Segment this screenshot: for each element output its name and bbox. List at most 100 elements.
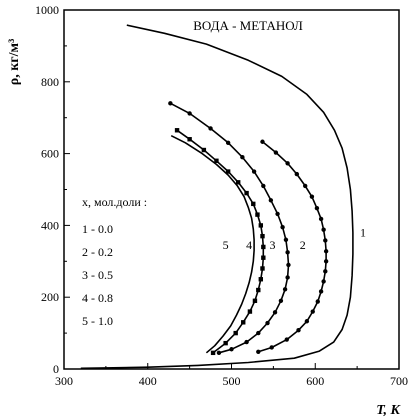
data-point [244,339,249,345]
legend-title: x, мол.доли : [82,195,147,209]
y-tick-label: 600 [41,147,59,161]
y-axis-label: ρ, кг/м³ [7,39,22,86]
data-point [275,211,280,217]
data-point [260,139,265,144]
data-point [208,126,213,131]
x-tick-label: 300 [55,374,73,388]
data-point [318,289,324,294]
data-point [310,309,315,314]
data-point [303,183,308,189]
y-tick-label: 800 [41,75,59,89]
data-point [268,198,274,203]
curve-label: 3 [270,238,276,252]
chart-title: ВОДА - МЕТАНОЛ [193,18,303,33]
legend-entry: 1 - 0.0 [82,222,113,236]
data-point [251,201,256,207]
data-point [258,277,264,282]
curve-label: 1 [360,226,366,240]
legend-entry: 4 - 0.8 [82,291,113,305]
data-point [296,328,301,333]
y-tick-label: 1000 [35,3,59,17]
data-point [282,287,288,292]
data-point [323,269,328,274]
data-point [255,212,260,217]
data-point [247,309,253,314]
data-point [251,169,257,174]
x-tick-label: 500 [223,374,241,388]
data-point [323,249,329,254]
data-point [233,330,238,336]
data-point [304,319,310,324]
data-point [225,140,231,146]
data-point [256,287,261,293]
data-point [223,340,228,346]
data-point [261,183,266,189]
plot-frame [63,9,400,370]
data-point [260,233,265,239]
data-point [229,347,234,352]
series-line-4 [176,129,265,354]
data-point [273,150,279,155]
curve-label: 2 [300,238,306,252]
data-point [252,298,258,303]
data-point [284,337,289,342]
data-point [294,171,300,177]
data-point [285,275,290,280]
axis-ticks: 300 400 500 600 700 0 200 400 600 800 1000 [35,3,408,388]
series-line-2 [258,141,327,353]
data-point [256,349,261,354]
data-point [280,224,285,230]
data-point [256,330,261,336]
legend: x, мол.доли : 1 - 0.0 2 - 0.2 3 - 0.5 4 … [82,195,147,328]
series-line-5 [170,134,255,354]
y-tick-label: 0 [53,362,59,376]
data-point [283,237,289,242]
curve-label: 4 [246,238,252,252]
data-point [210,350,216,356]
x-axis-label: T, K [376,403,401,418]
data-point [286,262,291,268]
data-point [285,161,290,166]
curve-label: 5 [223,238,229,252]
x-tick-label: 700 [390,374,408,388]
legend-entry: 3 - 0.5 [82,268,113,282]
data-point [258,223,264,228]
data-point [214,158,219,163]
data-point [265,320,270,326]
data-point [318,216,324,222]
series-group [80,24,354,370]
y-tick-label: 400 [41,218,59,232]
curve-labels: 1 2 3 4 5 [223,226,366,253]
data-point [285,250,290,255]
data-point [323,259,329,264]
series-line-3 [170,102,290,354]
x-tick-label: 400 [139,374,157,388]
data-point [261,255,266,260]
data-point [240,154,245,160]
data-point [241,320,246,325]
data-point [309,194,315,199]
data-point [321,279,326,284]
data-point [261,244,266,250]
x-tick-label: 600 [306,374,324,388]
data-point [225,169,231,174]
data-point [174,128,180,133]
data-point [323,238,328,243]
data-point [269,345,274,350]
data-point [272,310,278,315]
y-tick-label: 200 [41,290,59,304]
data-point [187,111,192,116]
data-point [321,227,326,232]
legend-entry: 2 - 0.2 [82,245,113,259]
data-point [201,147,207,153]
data-point [260,266,265,271]
data-point [244,190,249,196]
data-point [216,350,222,356]
legend-entry: 5 - 1.0 [82,314,113,328]
data-point [315,299,320,304]
data-point [168,101,173,106]
data-point [314,205,320,211]
data-point [236,180,241,185]
data-point [278,298,284,303]
series-line-1 [80,24,354,370]
